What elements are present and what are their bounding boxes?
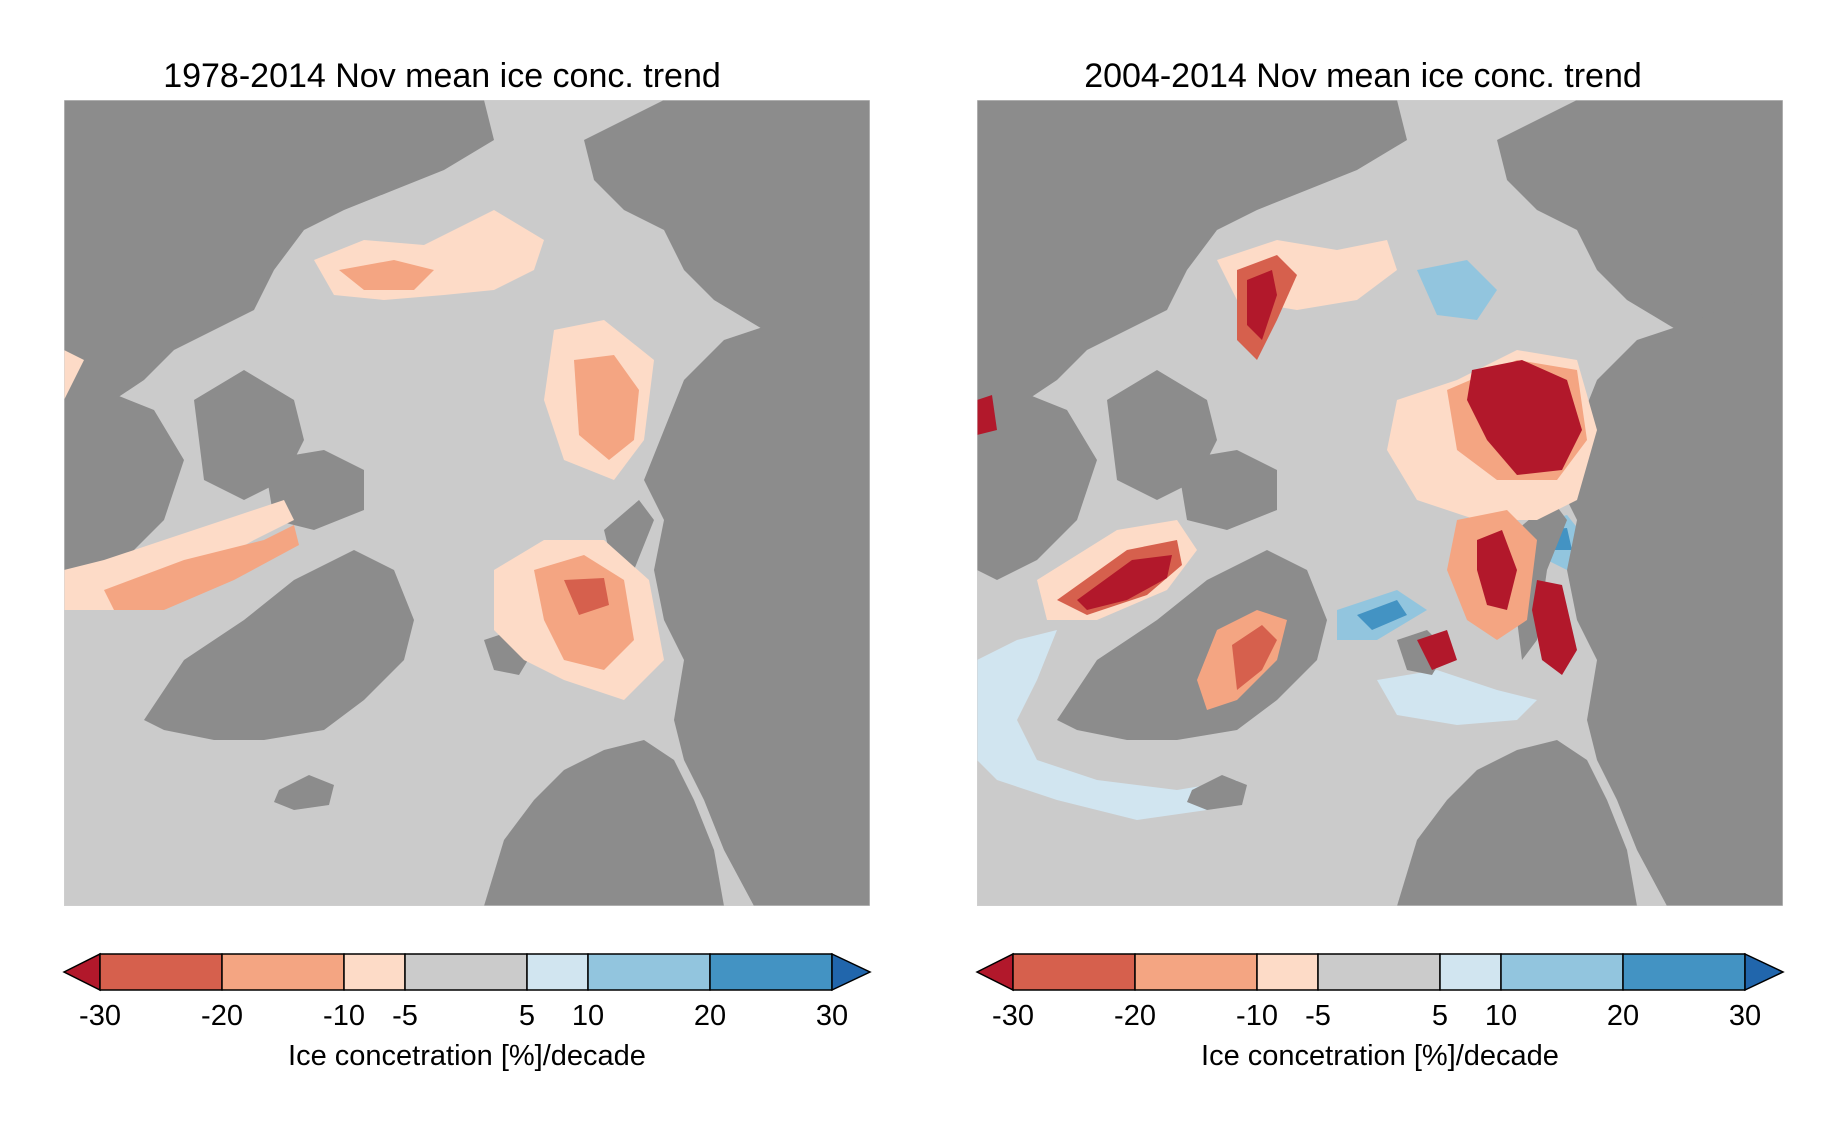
colorbar-bin-7 — [709, 953, 833, 991]
colorbar-tick: 20 — [693, 1000, 727, 1032]
colorbar-ticks: -30 -20 -10 -5 5 10 20 30 — [64, 1000, 870, 1036]
trend-patch-baffin — [64, 500, 294, 610]
colorbar-bin-7 — [1622, 953, 1746, 991]
trend-patch-pechora-strongest — [1532, 580, 1577, 675]
colorbar-tick: -20 — [1114, 1000, 1156, 1032]
colorbar-tick: 5 — [518, 1000, 536, 1032]
colorbar-tick: 30 — [1728, 1000, 1762, 1032]
colorbar-bin-1 — [99, 953, 223, 991]
colorbar-tick: -5 — [1305, 1000, 1331, 1032]
land-greenland — [144, 550, 414, 740]
colorbar-label: Ice concetration [%]/decade — [288, 1040, 646, 1072]
colorbar-tick: -5 — [392, 1000, 418, 1032]
colorbar-tick: 20 — [1606, 1000, 1640, 1032]
colorbar-tick: 10 — [1484, 1000, 1518, 1032]
land-siberia — [584, 100, 870, 330]
land-canadian-archipelago — [977, 370, 1277, 580]
colorbar-extend-high — [1744, 952, 1785, 992]
colorbar-bin-3 — [1256, 953, 1319, 991]
colorbar-ticks: -30 -20 -10 -5 5 10 20 30 — [977, 1000, 1783, 1036]
colorbar-tick: -30 — [992, 1000, 1034, 1032]
trend-patch-fram-blue-strong — [1357, 600, 1407, 630]
trend-patches — [977, 240, 1597, 710]
trend-patches — [64, 210, 664, 700]
colorbar-extend-low — [62, 952, 101, 992]
colorbar — [975, 952, 1785, 992]
colorbar-label: Ice concetration [%]/decade — [1201, 1040, 1559, 1072]
land-siberia — [1497, 100, 1783, 330]
colorbar-tick: 5 — [1431, 1000, 1449, 1032]
colorbar-tick: -20 — [201, 1000, 243, 1032]
colorbar-tick: -10 — [1236, 1000, 1278, 1032]
colorbar-bin-3 — [343, 953, 406, 991]
trend-patch-greenland-sea — [977, 630, 1237, 820]
colorbar-extend-low — [975, 952, 1014, 992]
colorbar-tick: 10 — [571, 1000, 605, 1032]
trend-patch-svalbard-strong — [1417, 630, 1457, 670]
land-canadian-archipelago — [64, 370, 364, 580]
colorbar-bin-4 — [404, 953, 528, 991]
colorbar-bin-5 — [1439, 953, 1502, 991]
panel-title: 1978-2014 Nov mean ice conc. trend — [163, 57, 721, 95]
colorbar-bin-4 — [1317, 953, 1441, 991]
land-scandinavia — [1397, 740, 1637, 906]
colorbar-tick: -10 — [323, 1000, 365, 1032]
trend-patch-barents-strongest — [1467, 360, 1582, 475]
colorbar-bin-5 — [526, 953, 589, 991]
trend-patch-chukchi-strongest — [1247, 270, 1277, 340]
trend-patch-barents-strong — [564, 578, 609, 615]
trend-patch-baffin-strongest — [1077, 555, 1172, 610]
colorbar-bin-6 — [1500, 953, 1624, 991]
colorbar-bin-6 — [587, 953, 711, 991]
land-russia-east — [1557, 280, 1783, 906]
colorbar-bin-2 — [1134, 953, 1258, 991]
map-panel-2004-2014: 2004-2014 Nov mean ice conc. trend — [919, 0, 1819, 1134]
trend-patch-kara-strongest — [1477, 530, 1517, 610]
land-alaska-canada — [64, 100, 494, 400]
map-panel-1978-2014: 1978-2014 Nov mean ice conc. trend — [0, 0, 900, 1134]
land-scandinavia — [484, 740, 724, 906]
land-masses — [977, 100, 1783, 906]
colorbar-bin-1 — [1012, 953, 1136, 991]
trend-patch-east-greenland-strong — [1232, 625, 1277, 690]
trend-patch-norwegian-sea — [1377, 670, 1537, 725]
colorbar — [62, 952, 872, 992]
arctic-trend-map — [977, 100, 1783, 906]
land-alaska-canada — [977, 100, 1407, 400]
land-greenland — [1057, 550, 1327, 740]
panel-title: 2004-2014 Nov mean ice conc. trend — [1084, 57, 1642, 95]
trend-patch-east-siberian-moderate — [574, 355, 639, 460]
colorbar-bin-2 — [221, 953, 345, 991]
trend-patch-chukchi-moderate — [339, 260, 434, 290]
trend-patch-hudson — [64, 350, 84, 400]
land-iceland — [1187, 775, 1247, 810]
colorbar-extend-high — [831, 952, 872, 992]
land-russia-east — [644, 280, 870, 906]
colorbar-tick: -30 — [79, 1000, 121, 1032]
land-iceland — [274, 775, 334, 810]
colorbar-tick: 30 — [815, 1000, 849, 1032]
trend-patch-hudson — [977, 395, 997, 435]
trend-patch-laptev-blue — [1417, 260, 1497, 320]
arctic-trend-map — [64, 100, 870, 906]
trend-patch-baffin-moderate — [104, 525, 299, 610]
